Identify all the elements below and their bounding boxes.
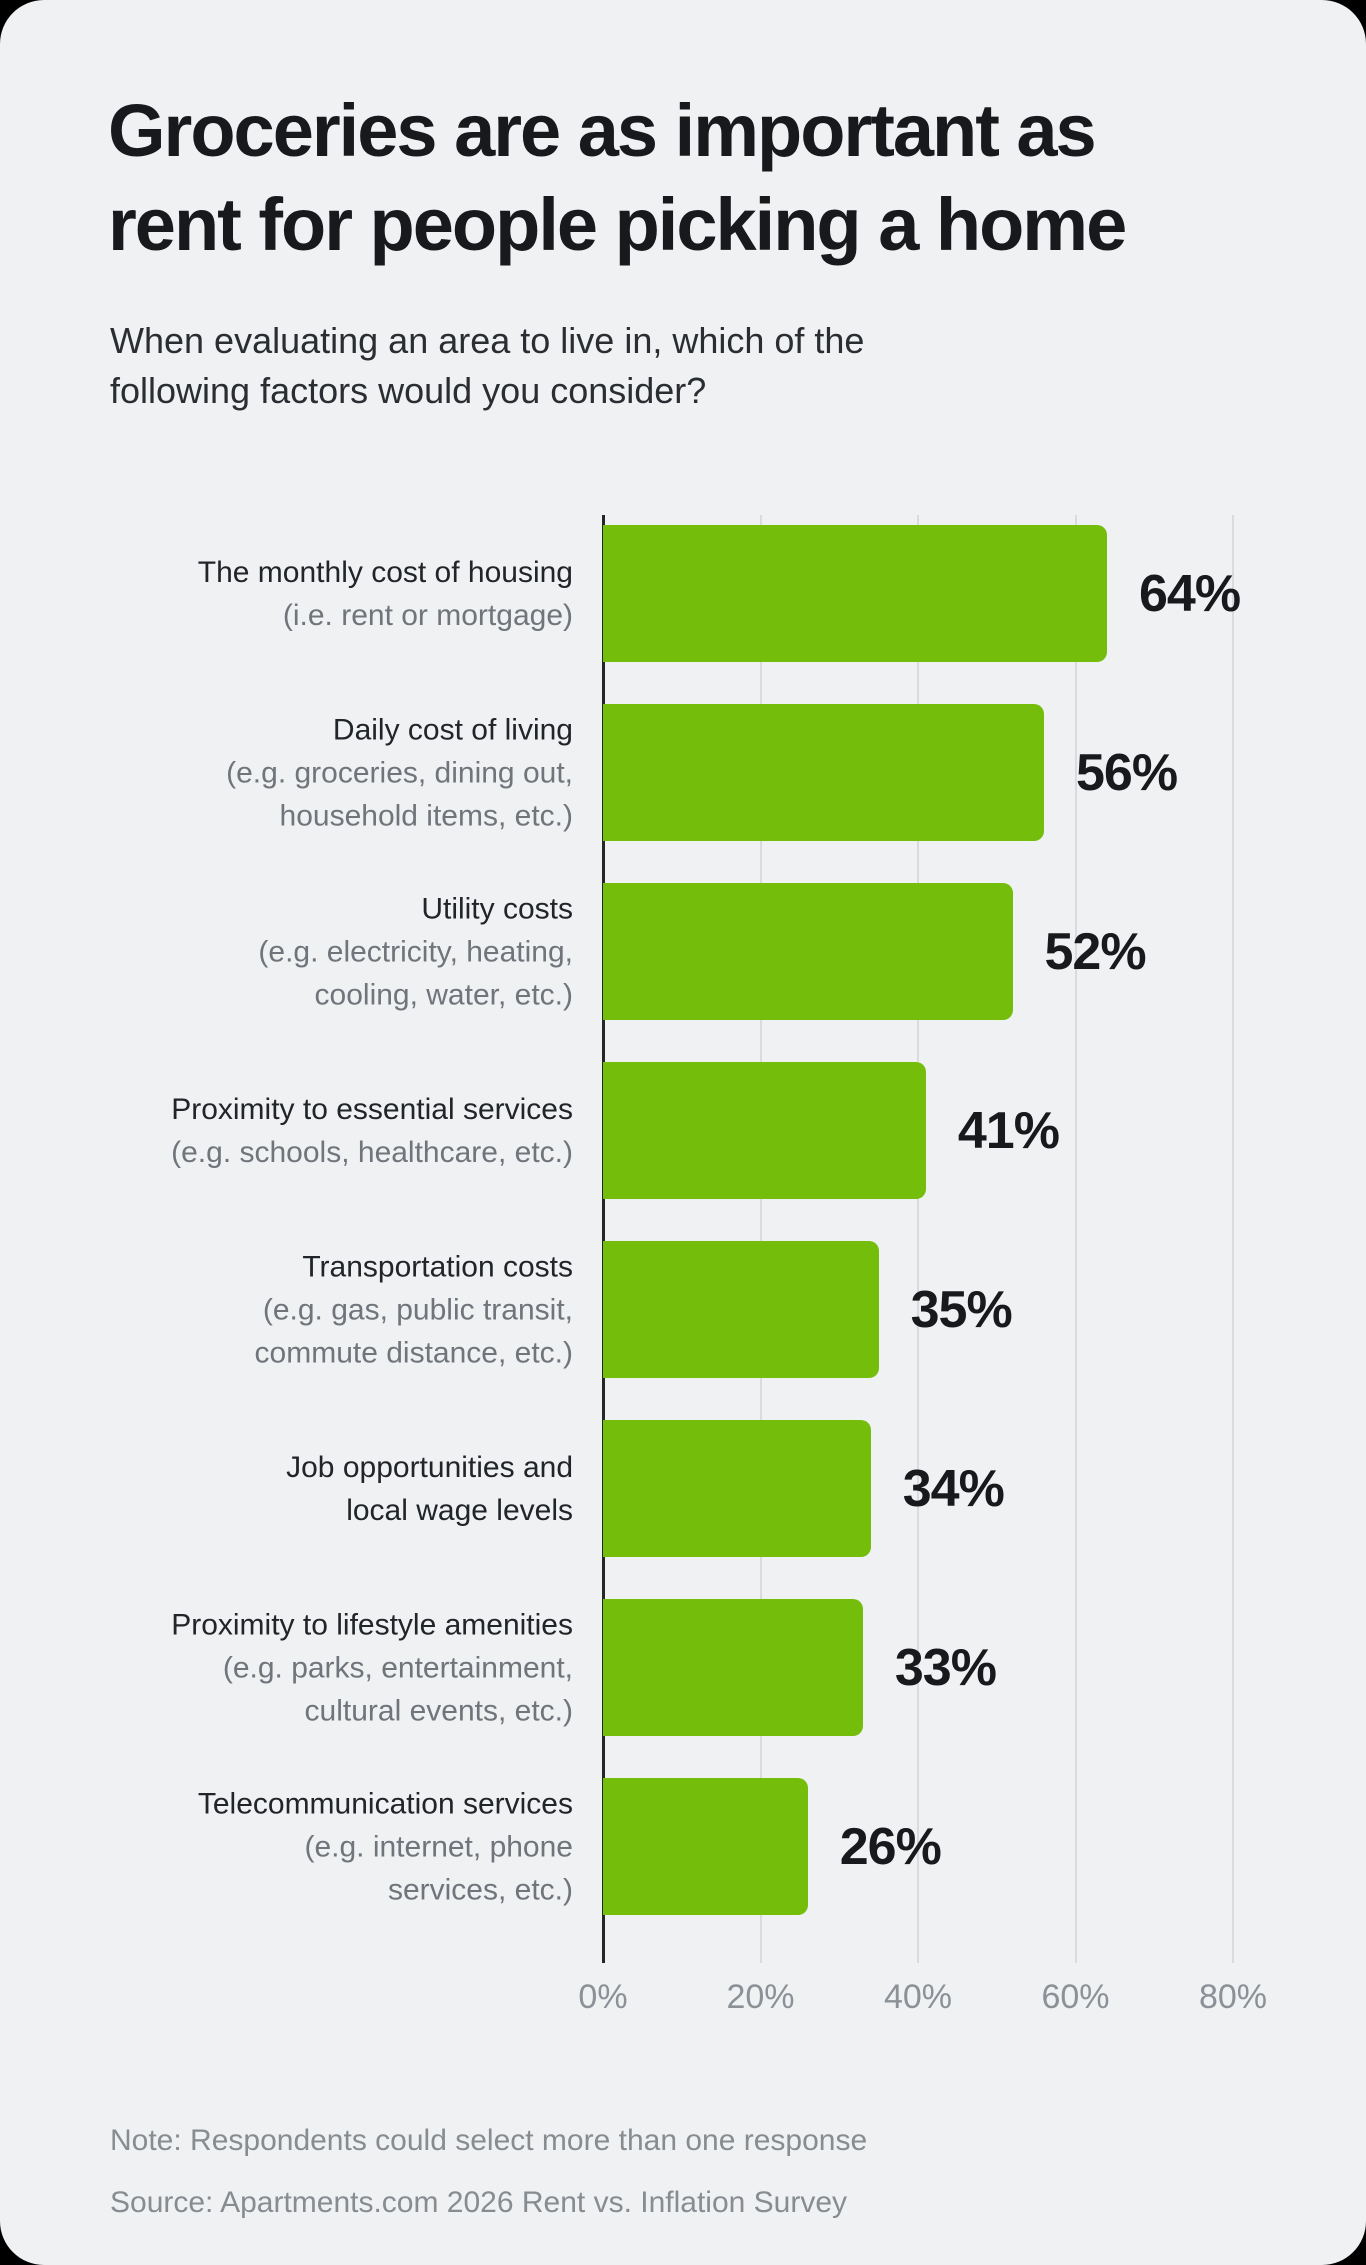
bar <box>603 525 1107 662</box>
chart-subtitle-line-2: following factors would you consider? <box>110 370 707 411</box>
gridline <box>1074 515 1077 1963</box>
bar <box>603 883 1013 1020</box>
category-label: Proximity to essential services (e.g. sch… <box>0 1088 573 1174</box>
bar-row: 35% <box>603 1241 1233 1378</box>
bar-value-label: 34% <box>902 1459 1005 1518</box>
bar <box>603 1778 808 1915</box>
bar-value-label: 33% <box>894 1638 997 1697</box>
bar <box>603 1062 926 1199</box>
category-label-line: Proximity to essential services <box>171 1092 573 1126</box>
category-label-line: The monthly cost of housing <box>197 555 573 589</box>
x-tick-label: 80% <box>1198 1978 1268 2016</box>
category-sublabel-line: (e.g. gas, public transit, <box>262 1293 573 1326</box>
bar-value-label: 35% <box>910 1280 1013 1339</box>
category-label-line: Telecommunication services <box>197 1787 573 1820</box>
x-tick-label: 20% <box>726 1978 795 2016</box>
bar-row: 33% <box>603 1599 1233 1736</box>
chart-title: Groceries are as important as rent for p… <box>108 84 1127 272</box>
category-label: Utility costs (e.g. electricity, heating,… <box>0 887 573 1016</box>
category-sublabel-line: (e.g. parks, entertainment, <box>222 1651 573 1684</box>
category-label-line: Utility costs <box>421 892 573 925</box>
bar-row: 34% <box>603 1420 1233 1557</box>
category-labels: The monthly cost of housing (i.e. rent or… <box>0 515 573 1955</box>
x-axis-ticks: 0% 20% 40% 60% 80% <box>578 1978 1267 2022</box>
category-label-line: Transportation costs <box>302 1250 573 1283</box>
bar-value-label: 41% <box>957 1101 1060 1160</box>
bar <box>603 1241 879 1378</box>
bar-row: 52% <box>603 883 1233 1020</box>
y-axis-line <box>602 515 605 1963</box>
category-sublabel-line: (i.e. rent or mortgage) <box>282 598 573 632</box>
category-label-line: Job opportunities and <box>286 1450 573 1484</box>
category-sublabel-line: commute distance, etc.) <box>254 1336 573 1369</box>
category-label: Proximity to lifestyle amenities (e.g. pa… <box>0 1603 573 1732</box>
category-sublabel-line: (e.g. schools, healthcare, etc.) <box>171 1135 573 1169</box>
bar-value-label: 52% <box>1044 922 1147 981</box>
bar-value-label: 26% <box>839 1817 942 1876</box>
category-sublabel-line: services, etc.) <box>387 1873 573 1906</box>
category-label-line: Proximity to lifestyle amenities <box>171 1608 573 1641</box>
category-sublabel-line: (e.g. electricity, heating, <box>258 935 573 968</box>
plot-area: 64% 56% 52% 41% 35% 34% 33% 26% <box>602 515 1241 1963</box>
category-label: Job opportunities and local wage levels <box>0 1446 573 1532</box>
gridline <box>1232 515 1234 1963</box>
category-label: Daily cost of living (e.g. groceries, din… <box>0 708 573 837</box>
x-tick-label: 40% <box>883 1978 953 2016</box>
bar-value-label: 64% <box>1139 564 1241 623</box>
category-sublabel-line: cooling, water, etc.) <box>314 978 573 1011</box>
category-label-line: local wage levels <box>346 1493 573 1527</box>
category-label: Telecommunication services (e.g. internet… <box>0 1782 573 1911</box>
category-sublabel-line: (e.g. groceries, dining out, <box>226 756 573 789</box>
bar <box>603 704 1044 841</box>
category-label: The monthly cost of housing (i.e. rent or… <box>0 551 573 637</box>
x-tick-label: 0% <box>578 1978 628 2016</box>
bar <box>603 1599 863 1736</box>
chart-subtitle: When evaluating an area to live in, whic… <box>110 316 864 416</box>
bar-row: 64% <box>603 525 1241 662</box>
footnote-note: Note: Respondents could select more than… <box>110 2124 868 2157</box>
chart-title-line-2: rent for people picking a home <box>108 183 1127 266</box>
chart-subtitle-line-1: When evaluating an area to live in, whic… <box>110 320 865 361</box>
category-label: Transportation costs (e.g. gas, public tr… <box>0 1245 573 1374</box>
category-label-line: Daily cost of living <box>332 713 573 746</box>
category-sublabel-line: cultural events, etc.) <box>304 1694 573 1727</box>
gridline <box>759 515 762 1963</box>
bar-row: 41% <box>603 1062 1233 1199</box>
footnote-source: Source: Apartments.com 2026 Rent vs. Inf… <box>110 2186 848 2219</box>
x-tick-label: 60% <box>1041 1978 1110 2016</box>
chart-title-line-1: Groceries are as important as <box>108 89 1097 172</box>
gridline <box>917 515 919 1963</box>
bar-row: 26% <box>603 1778 1233 1915</box>
category-sublabel-line: household items, etc.) <box>279 799 573 832</box>
bar-row: 56% <box>603 704 1233 841</box>
bar <box>603 1420 871 1557</box>
category-sublabel-line: (e.g. internet, phone <box>304 1830 573 1863</box>
bar-value-label: 56% <box>1076 743 1178 802</box>
